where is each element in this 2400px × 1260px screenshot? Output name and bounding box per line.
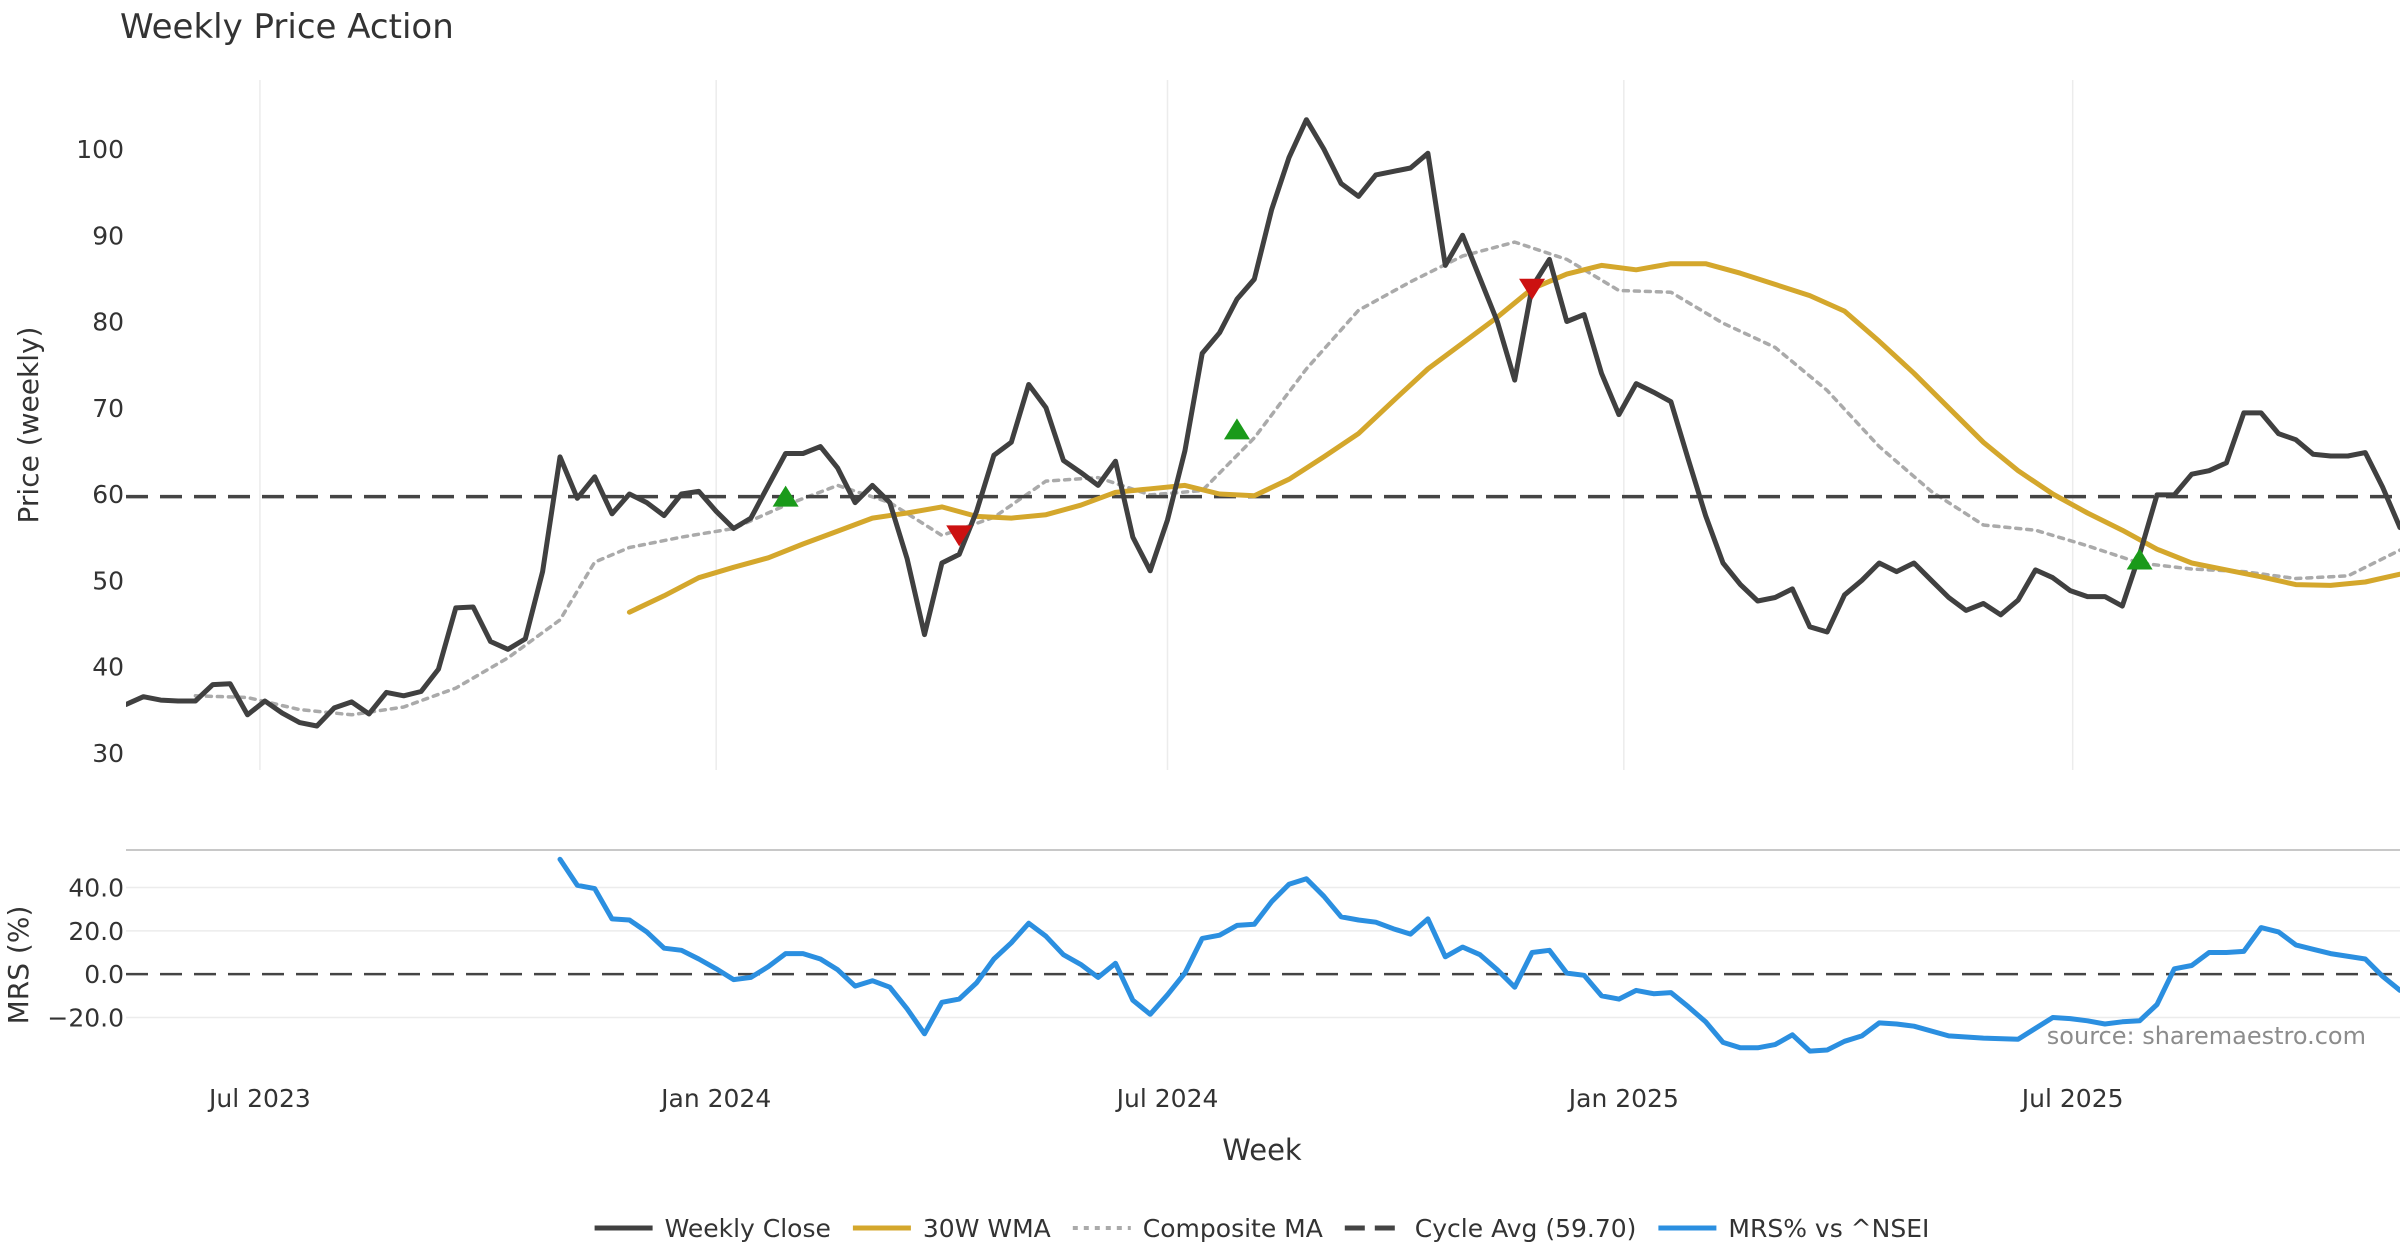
x-tick-label: Jan 2025 <box>1567 1084 1679 1113</box>
price-y-tick-label: 30 <box>92 739 124 768</box>
legend-label: Weekly Close <box>665 1214 831 1243</box>
price-y-tick-label: 50 <box>92 566 124 595</box>
legend-item: Cycle Avg (59.70) <box>1344 1214 1637 1243</box>
x-tick-label: Jul 2024 <box>1115 1084 1219 1113</box>
legend-item: 30W WMA <box>852 1214 1051 1243</box>
mrs-y-tick-label: 40.0 <box>68 874 124 903</box>
sell-signal-marker <box>1519 278 1546 300</box>
price-vertical-gridlines <box>259 80 2074 770</box>
buy-signal-marker <box>1223 418 1250 440</box>
series-weekly-close <box>126 117 2400 729</box>
buy-signal-marker <box>2126 548 2153 570</box>
mrs-series <box>126 856 2400 1054</box>
buy-signal-marker <box>772 485 799 507</box>
price-y-tick-label: 80 <box>92 308 124 337</box>
legend-label: Cycle Avg (59.70) <box>1415 1214 1637 1243</box>
legend-label: 30W WMA <box>923 1214 1051 1243</box>
x-tick-label: Jul 2025 <box>2020 1084 2124 1113</box>
price-y-tick-label: 90 <box>92 221 124 250</box>
price-y-tick-label: 60 <box>92 480 124 509</box>
legend: Weekly Close 30W WMA Composite MA Cycle Avg… <box>594 1214 1929 1243</box>
sell-signal-marker <box>946 525 973 547</box>
x-ticks: Jul 2023 Jan 2024 Jul 2024 Jan 2025 Jul 2025 <box>207 1084 2123 1113</box>
price-series <box>126 117 2400 729</box>
mrs-y-tick-label: 0.0 <box>84 960 124 989</box>
mrs-horizontal-gridlines <box>126 886 2400 1019</box>
source-annotation: source: sharemaestro.com <box>2047 1022 2366 1050</box>
price-y-axis-label: Price (weekly) <box>12 327 45 524</box>
legend-item: MRS% vs ^NSEI <box>1658 1214 1929 1243</box>
price-y-tick-label: 100 <box>76 135 124 164</box>
x-axis-label: Week <box>1222 1133 1302 1167</box>
series-mrs-vs-nsei <box>557 856 2400 1054</box>
legend-label: Composite MA <box>1143 1214 1323 1243</box>
price-y-tick-label: 70 <box>92 394 124 423</box>
price-y-ticks: 30 40 50 60 70 80 90 100 <box>76 135 124 768</box>
mrs-y-ticks: 40.0 20.0 0.0 −20.0 <box>47 874 124 1033</box>
legend-label: MRS% vs ^NSEI <box>1728 1214 1929 1243</box>
mrs-y-tick-label: −20.0 <box>47 1004 124 1033</box>
series-composite-ma <box>193 240 2400 717</box>
signal-markers <box>772 278 2153 570</box>
chart-title: Weekly Price Action <box>120 7 454 47</box>
series-30w-wma <box>626 261 2400 615</box>
x-tick-label: Jan 2024 <box>659 1084 771 1113</box>
x-tick-label: Jul 2023 <box>207 1084 311 1113</box>
price-y-tick-label: 40 <box>92 653 124 682</box>
mrs-y-tick-label: 20.0 <box>68 917 124 946</box>
legend-item: Composite MA <box>1072 1214 1323 1243</box>
legend-item: Weekly Close <box>594 1214 831 1243</box>
mrs-y-axis-label: MRS (%) <box>2 906 35 1025</box>
